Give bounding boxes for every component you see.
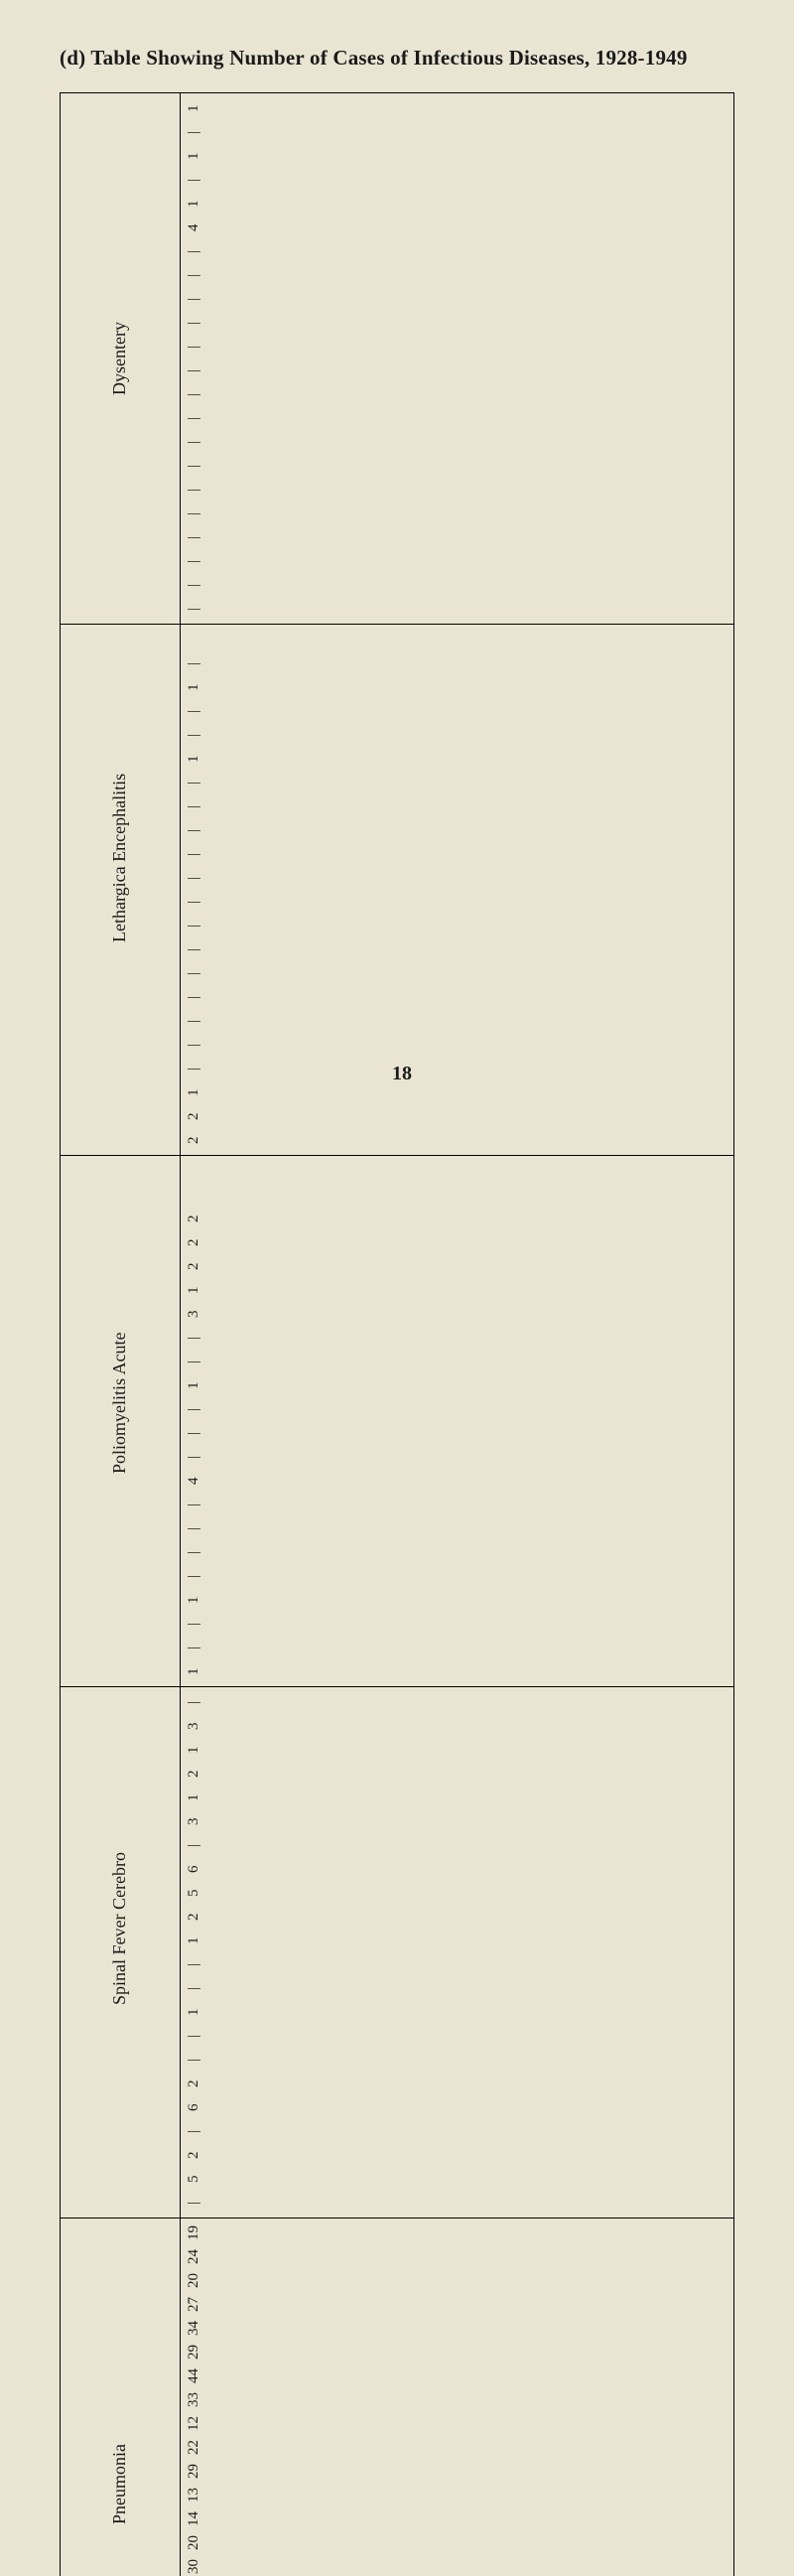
row-values: ||||||||||||||||41|1|1 (181, 93, 734, 625)
row-values: 1||1||||4|||1||31222 (181, 1156, 734, 1687)
disease-table: Dysentery||||||||||||||||41|1|1Lethargic… (60, 92, 734, 2576)
row-values: 2924720222919302014132922123344293427202… (181, 2218, 734, 2576)
row-header: Dysentery (61, 93, 181, 625)
page-number: 18 (60, 1063, 744, 1085)
row-header: Poliomyelitis Acute (61, 1156, 181, 1687)
row-header: Spinal Fever Cerebro (61, 1687, 181, 2218)
table-title: (d) Table Showing Number of Cases of Inf… (60, 46, 744, 71)
row-header: Pneumonia (61, 2218, 181, 2576)
row-values: |52|62||1||1256|31213| (181, 1687, 734, 2218)
